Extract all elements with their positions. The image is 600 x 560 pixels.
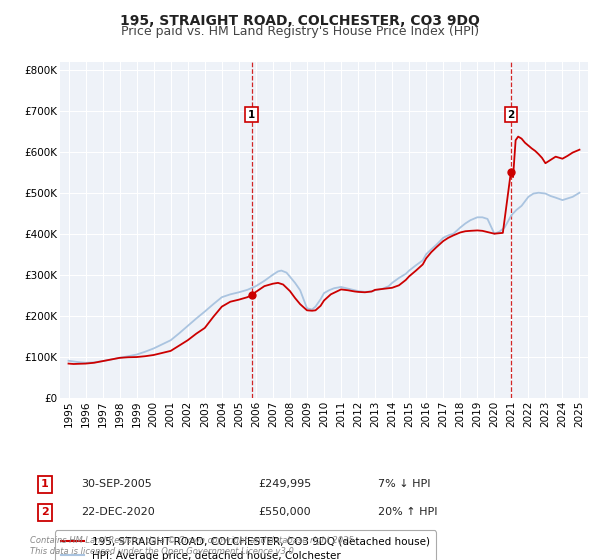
Text: 30-SEP-2005: 30-SEP-2005 xyxy=(81,479,152,489)
Text: 22-DEC-2020: 22-DEC-2020 xyxy=(81,507,155,517)
Text: £550,000: £550,000 xyxy=(258,507,311,517)
Text: 7% ↓ HPI: 7% ↓ HPI xyxy=(378,479,431,489)
Legend: 195, STRAIGHT ROAD, COLCHESTER, CO3 9DQ (detached house), HPI: Average price, de: 195, STRAIGHT ROAD, COLCHESTER, CO3 9DQ … xyxy=(55,530,436,560)
Text: 1: 1 xyxy=(248,110,255,120)
Text: 2: 2 xyxy=(507,110,514,120)
Text: 1: 1 xyxy=(41,479,49,489)
Text: 2: 2 xyxy=(41,507,49,517)
Text: £249,995: £249,995 xyxy=(258,479,311,489)
Text: Price paid vs. HM Land Registry's House Price Index (HPI): Price paid vs. HM Land Registry's House … xyxy=(121,25,479,38)
Text: Contains HM Land Registry data © Crown copyright and database right 2025.
This d: Contains HM Land Registry data © Crown c… xyxy=(30,536,356,556)
Text: 20% ↑ HPI: 20% ↑ HPI xyxy=(378,507,437,517)
Text: 195, STRAIGHT ROAD, COLCHESTER, CO3 9DQ: 195, STRAIGHT ROAD, COLCHESTER, CO3 9DQ xyxy=(120,14,480,28)
